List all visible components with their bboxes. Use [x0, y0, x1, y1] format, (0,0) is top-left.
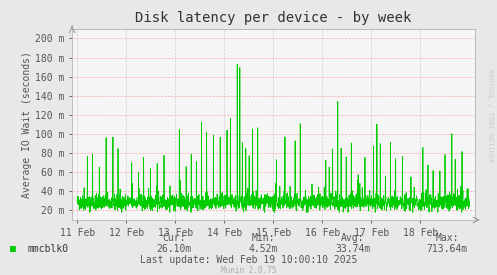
- Title: Disk latency per device - by week: Disk latency per device - by week: [135, 11, 412, 25]
- Text: 33.74m: 33.74m: [335, 244, 370, 254]
- Y-axis label: Average IO Wait (seconds): Average IO Wait (seconds): [22, 51, 32, 198]
- Text: 26.10m: 26.10m: [157, 244, 191, 254]
- Text: Min:: Min:: [251, 233, 275, 243]
- Text: Last update: Wed Feb 19 10:00:10 2025: Last update: Wed Feb 19 10:00:10 2025: [140, 255, 357, 265]
- Text: 713.64m: 713.64m: [427, 244, 468, 254]
- Text: RRDTOOL / TOBI OETIKER: RRDTOOL / TOBI OETIKER: [487, 69, 493, 162]
- Text: 4.52m: 4.52m: [248, 244, 278, 254]
- Text: Cur:: Cur:: [162, 233, 186, 243]
- Text: Avg:: Avg:: [341, 233, 365, 243]
- Text: Max:: Max:: [435, 233, 459, 243]
- Text: ■: ■: [10, 244, 16, 254]
- Text: mmcblk0: mmcblk0: [27, 244, 69, 254]
- Text: Munin 2.0.75: Munin 2.0.75: [221, 266, 276, 274]
